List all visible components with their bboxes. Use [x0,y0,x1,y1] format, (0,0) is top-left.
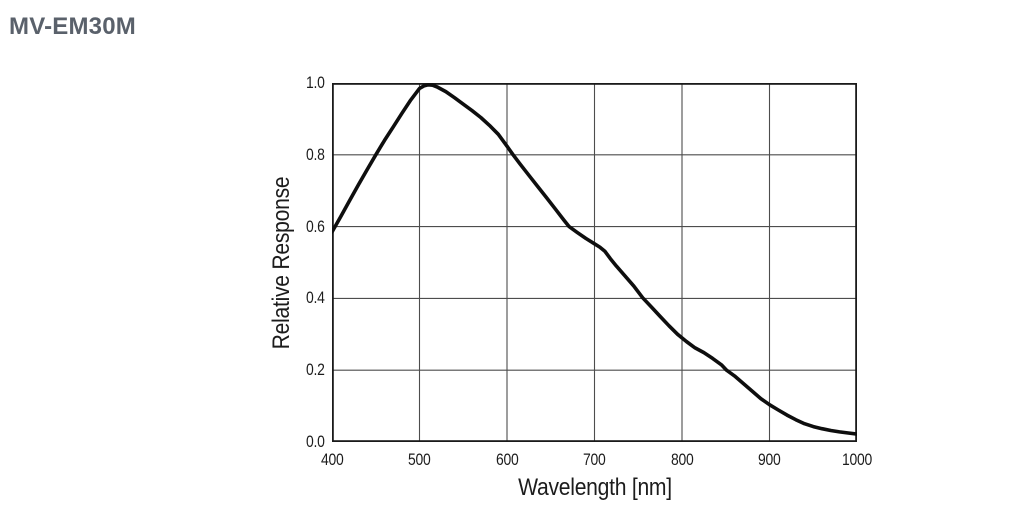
x-tick-label-500: 500 [408,450,431,469]
x-tick-label-600: 600 [495,450,519,469]
y-tick-label-0.2: 0.2 [306,360,325,380]
y-tick-label-0.8: 0.8 [306,144,325,164]
x-tick-label-400: 400 [320,450,344,469]
x-tick-label-900: 900 [758,450,781,469]
x-tick-label-1000: 1000 [841,450,872,469]
y-tick-label-0.0: 0.0 [306,432,325,451]
response-plot [332,83,857,442]
x-axis-title: Wavelength [nm] [518,474,672,501]
x-tick-label-700: 700 [583,450,606,469]
y-tick-label-1.0: 1.0 [306,73,325,92]
y-tick-label-0.4: 0.4 [306,288,325,308]
y-axis-title: Relative Response [268,176,295,350]
y-tick-label-0.6: 0.6 [306,216,325,236]
page-title: MV-EM30M [9,13,136,40]
plot-border [332,83,857,442]
x-tick-label-800: 800 [670,450,694,469]
response-curve [332,83,857,436]
